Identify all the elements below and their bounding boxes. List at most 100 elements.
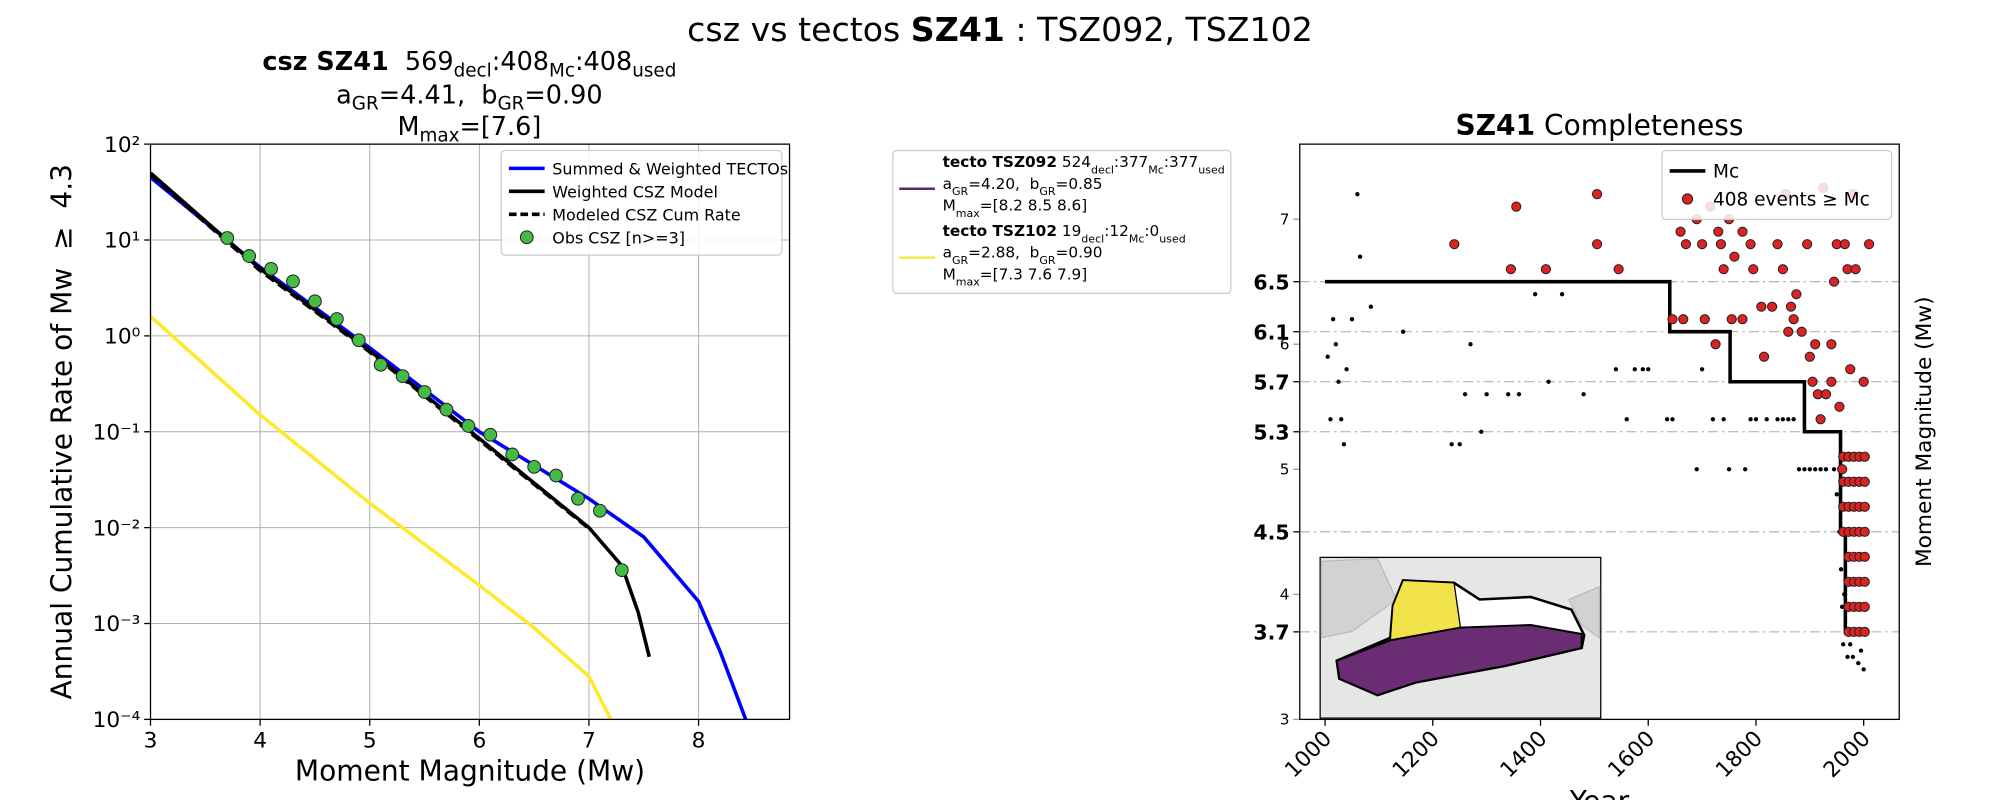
data-point bbox=[1532, 292, 1538, 297]
data-point bbox=[1850, 264, 1861, 275]
text-run: used bbox=[1198, 163, 1225, 176]
subplot-title: csz SZ41 569decl:408Mc:408used bbox=[262, 47, 676, 81]
data-point bbox=[395, 369, 410, 384]
data-point bbox=[1856, 660, 1861, 666]
data-point bbox=[1449, 442, 1454, 447]
data-point bbox=[1678, 314, 1689, 325]
y-level-label: 6.5 bbox=[1253, 270, 1289, 294]
data-point bbox=[1810, 339, 1821, 350]
data-point bbox=[1699, 314, 1710, 325]
y-tick-label: 6 bbox=[1280, 335, 1290, 353]
subplot-title: Mmax=[7.6] bbox=[397, 112, 541, 146]
data-point bbox=[1726, 314, 1737, 325]
text-run: csz SZ41 bbox=[262, 47, 388, 77]
data-point bbox=[614, 563, 629, 578]
plot-content bbox=[1325, 182, 1875, 672]
text-run: Mc bbox=[1129, 232, 1145, 245]
data-point bbox=[1613, 367, 1619, 372]
text-run: =2.88, b bbox=[968, 244, 1039, 262]
data-point bbox=[1591, 189, 1603, 200]
y-tick-label: 5 bbox=[1280, 460, 1290, 478]
y-level-label: 4.5 bbox=[1253, 520, 1289, 544]
data-point bbox=[1581, 392, 1586, 397]
data-point bbox=[1834, 492, 1839, 497]
data-point bbox=[1710, 339, 1721, 350]
data-point bbox=[1400, 329, 1406, 334]
text-run: =[7.6] bbox=[459, 112, 541, 142]
legend-label: 408 events ≥ Mc bbox=[1713, 189, 1870, 210]
data-point bbox=[1772, 239, 1783, 250]
data-point bbox=[1449, 239, 1460, 250]
data-point bbox=[505, 447, 520, 462]
data-point bbox=[1807, 467, 1812, 472]
data-point bbox=[1325, 354, 1330, 359]
data-point bbox=[1796, 326, 1807, 337]
data-point bbox=[1591, 239, 1603, 250]
x-tick-label: 3 bbox=[144, 728, 158, 753]
text-run: =4.20, b bbox=[968, 175, 1039, 193]
tecto-legend: tecto TSZ092 524decl:377Mc:377usedaGR=4.… bbox=[892, 149, 1232, 295]
legend-box bbox=[1661, 149, 1893, 221]
text-run: used bbox=[1159, 232, 1186, 245]
data-point bbox=[1696, 239, 1708, 250]
data-point bbox=[1368, 304, 1374, 309]
data-point bbox=[1758, 351, 1770, 362]
text-run: :408 bbox=[492, 47, 549, 77]
y-tick-label: 10¹ bbox=[104, 229, 140, 254]
legend-box bbox=[500, 149, 783, 256]
data-point bbox=[1848, 642, 1853, 647]
data-point bbox=[1670, 417, 1675, 422]
data-point bbox=[1718, 264, 1729, 275]
data-point bbox=[1546, 379, 1551, 384]
data-point bbox=[1786, 417, 1791, 422]
text-run: GR bbox=[1039, 254, 1056, 267]
data-point bbox=[1859, 501, 1870, 512]
data-point bbox=[1838, 567, 1844, 572]
subplot-title: aGR=4.41, bGR=0.90 bbox=[336, 80, 602, 114]
data-point bbox=[1559, 292, 1565, 297]
y-tick-label: 4 bbox=[1280, 585, 1290, 603]
data-point bbox=[1344, 367, 1349, 372]
data-point bbox=[1841, 642, 1846, 647]
text-run: M bbox=[943, 196, 956, 214]
data-point bbox=[1850, 654, 1856, 660]
legend-label: Summed & Weighted TECTOs bbox=[552, 160, 788, 179]
data-point bbox=[1826, 339, 1837, 350]
text-run: SZ41 bbox=[911, 10, 1005, 49]
data-point bbox=[1680, 239, 1692, 250]
data-point bbox=[1834, 401, 1845, 412]
legend-label: aGR=2.88, bGR=0.90 bbox=[943, 244, 1103, 267]
data-point bbox=[220, 231, 235, 245]
data-point bbox=[1788, 314, 1799, 325]
axes-frame bbox=[149, 143, 791, 721]
y-level-label: 5.3 bbox=[1253, 420, 1289, 444]
data-point bbox=[1506, 392, 1511, 397]
data-point bbox=[1753, 417, 1759, 422]
data-point bbox=[1484, 392, 1489, 397]
text-run: GR bbox=[352, 94, 379, 115]
data-line bbox=[150, 314, 613, 720]
data-point bbox=[461, 419, 476, 433]
map-land bbox=[1320, 558, 1601, 639]
data-point bbox=[1349, 317, 1355, 322]
data-point bbox=[1468, 342, 1473, 347]
data-point bbox=[1858, 376, 1869, 387]
data-point bbox=[1699, 367, 1705, 372]
data-point bbox=[1863, 239, 1875, 250]
data-point bbox=[286, 274, 300, 289]
data-point bbox=[1748, 417, 1753, 422]
data-point bbox=[1807, 376, 1818, 387]
data-point bbox=[1667, 314, 1678, 325]
data-point bbox=[1646, 367, 1651, 372]
data-point bbox=[1820, 389, 1832, 400]
data-point bbox=[1694, 467, 1699, 472]
x-tick-label: 6 bbox=[472, 728, 486, 753]
text-run: 524 bbox=[1057, 153, 1091, 171]
zone-tsz092 bbox=[1335, 624, 1583, 697]
x-tick-label: 8 bbox=[692, 728, 706, 753]
text-run: GR bbox=[1039, 185, 1056, 198]
data-point bbox=[1859, 626, 1870, 637]
y-level-label: 5.7 bbox=[1253, 370, 1289, 394]
data-point bbox=[1802, 467, 1807, 472]
data-point bbox=[1632, 367, 1637, 372]
